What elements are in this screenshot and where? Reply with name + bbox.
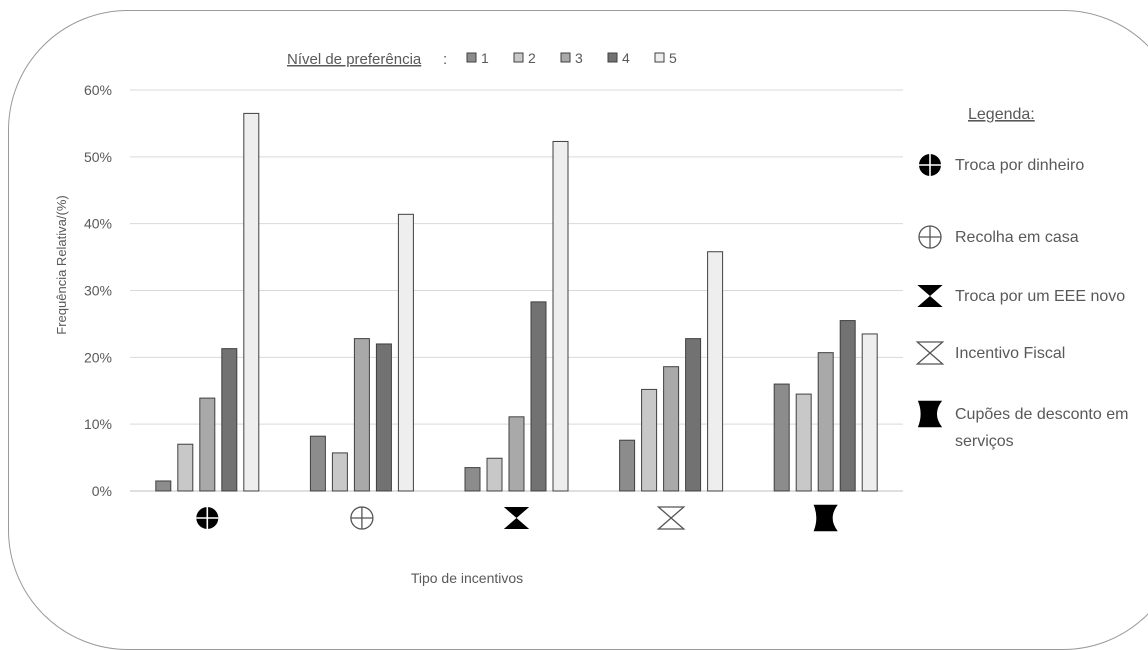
legend-swatch-3 xyxy=(560,52,571,63)
bar-chart: 0% 10% 20% 30% 40% 50% 60% Frequência Relativa/… xyxy=(54,50,1128,586)
hourglass-outline-icon xyxy=(915,341,945,365)
bar-3-cat-2 xyxy=(353,338,370,492)
bar-2-cat-2 xyxy=(331,452,348,492)
y-tick-label: 30% xyxy=(84,283,112,299)
y-tick-label: 20% xyxy=(84,349,112,365)
category-legend-label: Troca por dinheiro xyxy=(955,157,1084,174)
x-axis-category-icons xyxy=(196,504,838,532)
y-tick-label: 10% xyxy=(84,416,112,432)
bar-1-cat-2 xyxy=(309,435,326,492)
category-legend-label-line: Cupões de desconto em xyxy=(955,406,1128,423)
hourglass-filled-icon xyxy=(917,285,943,307)
y-tick-label: 50% xyxy=(84,149,112,165)
bar-4-cat-4 xyxy=(685,338,702,492)
hourglass-outline-icon xyxy=(656,506,686,530)
category-legend-label: Recolha em casa xyxy=(955,229,1079,246)
bar-5-cat-5 xyxy=(861,333,878,492)
category-legend-label: Troca por um EEE novo xyxy=(955,288,1125,305)
bars xyxy=(155,112,878,492)
legend-swatch-2 xyxy=(513,52,524,63)
y-tick-label: 40% xyxy=(84,216,112,232)
circle-plus-filled-icon xyxy=(919,154,941,176)
circle-plus-outline-icon xyxy=(918,225,942,249)
bar-4-cat-1 xyxy=(221,348,238,492)
bar-3-cat-1 xyxy=(199,397,216,492)
bar-1-cat-3 xyxy=(464,467,481,492)
circle-plus-outline-icon xyxy=(350,506,374,530)
legend-swatch-5 xyxy=(654,52,665,63)
legend-label-3: 3 xyxy=(575,50,583,66)
bar-4-cat-2 xyxy=(375,343,392,492)
bar-5-cat-3 xyxy=(552,140,569,492)
bar-4-cat-5 xyxy=(839,320,856,492)
legend-label-5: 5 xyxy=(669,50,677,66)
bar-2-cat-1 xyxy=(177,443,194,492)
bar-5-cat-1 xyxy=(243,112,260,492)
bar-2-cat-3 xyxy=(486,457,503,492)
category-legend-title: Legenda: xyxy=(968,106,1035,123)
series-legend: Nível de preferência: 1 2 3 4 5 xyxy=(287,50,677,68)
y-tick-label: 60% xyxy=(84,82,112,98)
coupon-shape-icon xyxy=(917,400,943,428)
legend-label-2: 2 xyxy=(528,50,536,66)
legend-label-1: 1 xyxy=(481,50,489,66)
bar-4-cat-3 xyxy=(530,301,547,492)
x-axis-title: Tipo de incentivos xyxy=(411,570,523,586)
bar-1-cat-5 xyxy=(773,383,790,492)
bar-3-cat-3 xyxy=(508,416,525,492)
circle-plus-filled-icon xyxy=(196,507,219,529)
legend-swatch-4 xyxy=(607,52,618,63)
bar-2-cat-4 xyxy=(641,388,658,492)
bar-1-cat-4 xyxy=(619,439,636,492)
bar-5-cat-2 xyxy=(397,213,414,492)
category-legend-label: Incentivo Fiscal xyxy=(955,345,1065,362)
series-legend-colon: : xyxy=(443,51,447,68)
bar-3-cat-5 xyxy=(817,352,834,492)
coupon-shape-icon xyxy=(813,504,838,532)
legend-swatch-1 xyxy=(466,52,477,63)
y-axis-title: Frequência Relativa/(%) xyxy=(54,195,69,334)
bar-5-cat-4 xyxy=(707,251,724,492)
bar-3-cat-4 xyxy=(663,366,680,492)
legend-label-4: 4 xyxy=(622,50,630,66)
hourglass-filled-icon xyxy=(503,507,530,529)
series-legend-title: Nível de preferência xyxy=(287,51,422,68)
category-legend-label-line: serviços xyxy=(955,433,1014,450)
category-legend: Legenda: Troca por dinheiro Recolha em cas… xyxy=(915,106,1128,450)
bar-1-cat-1 xyxy=(155,480,172,492)
y-tick-label: 0% xyxy=(92,483,112,499)
bar-2-cat-5 xyxy=(795,393,812,492)
